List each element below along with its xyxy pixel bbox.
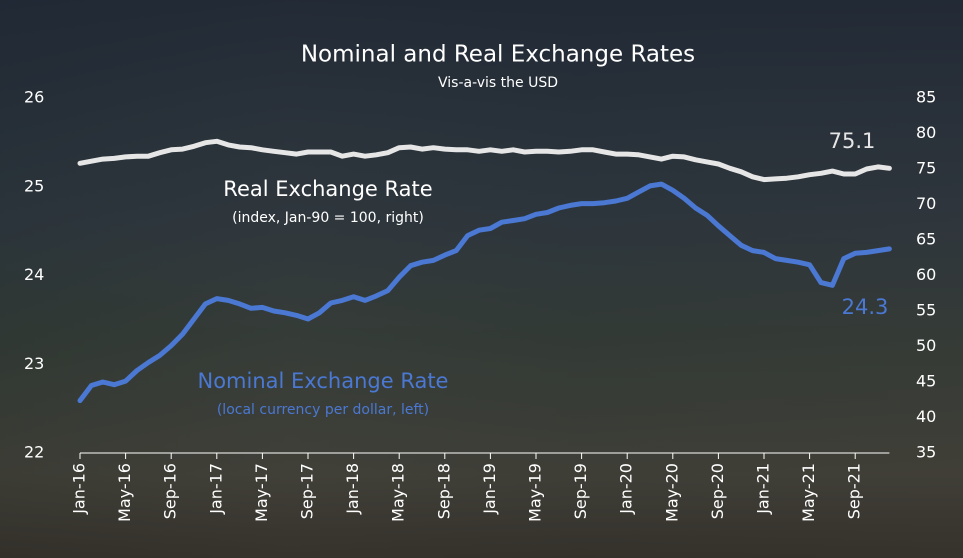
y2-tick-label: 75 bbox=[916, 159, 936, 178]
x-tick-label: Sep-21 bbox=[845, 463, 864, 519]
y-tick-label: 22 bbox=[24, 443, 44, 462]
x-tick-label: May-21 bbox=[799, 463, 818, 522]
x-tick-label: Jan-21 bbox=[754, 463, 773, 515]
x-tick-label: Jan-19 bbox=[480, 463, 499, 515]
x-tick-label: Sep-18 bbox=[434, 463, 453, 519]
x-tick-label: Jan-17 bbox=[206, 463, 225, 515]
x-tick-label: Jan-16 bbox=[70, 463, 89, 515]
y2-tick-label: 80 bbox=[916, 123, 936, 142]
y2-tick-label: 70 bbox=[916, 194, 936, 213]
x-tick-label: Jan-18 bbox=[343, 463, 362, 515]
end-value-label: 24.3 bbox=[842, 295, 889, 319]
x-tick-label: May-19 bbox=[526, 463, 545, 522]
y-tick-label: 24 bbox=[24, 265, 44, 284]
y-tick-label: 26 bbox=[24, 88, 44, 107]
series-note: (local currency per dollar, left) bbox=[217, 402, 429, 418]
x-tick-label: May-17 bbox=[252, 463, 271, 522]
x-tick-label: Sep-20 bbox=[708, 463, 727, 519]
series-line bbox=[77, 181, 892, 404]
y2-tick-label: 60 bbox=[916, 265, 936, 284]
y2-tick-label: 40 bbox=[916, 407, 936, 426]
end-value-label: 75.1 bbox=[829, 129, 876, 153]
x-tick-label: Sep-19 bbox=[571, 463, 590, 519]
series-label: Real Exchange Rate bbox=[223, 177, 432, 201]
y-tick-label: 23 bbox=[24, 354, 44, 373]
y2-tick-label: 45 bbox=[916, 372, 936, 391]
x-tick-label: May-16 bbox=[115, 463, 134, 522]
y2-tick-label: 55 bbox=[916, 301, 936, 320]
chart-subtitle: Vis-a-vis the USD bbox=[438, 75, 558, 91]
chart-title: Nominal and Real Exchange Rates bbox=[301, 42, 695, 68]
y2-tick-label: 65 bbox=[916, 230, 936, 249]
series-line bbox=[77, 138, 892, 183]
x-tick-label: Sep-16 bbox=[161, 463, 180, 519]
x-tick-label: May-18 bbox=[389, 463, 408, 522]
x-tick-label: Sep-17 bbox=[298, 463, 317, 519]
y2-tick-label: 85 bbox=[916, 88, 936, 107]
x-tick-label: Jan-20 bbox=[617, 463, 636, 515]
y2-tick-label: 50 bbox=[916, 336, 936, 355]
series-label: Nominal Exchange Rate bbox=[198, 369, 449, 393]
y-tick-label: 25 bbox=[24, 176, 44, 195]
x-tick-label: May-20 bbox=[662, 463, 681, 522]
y2-tick-label: 35 bbox=[916, 443, 936, 462]
series-note: (index, Jan-90 = 100, right) bbox=[232, 210, 424, 226]
